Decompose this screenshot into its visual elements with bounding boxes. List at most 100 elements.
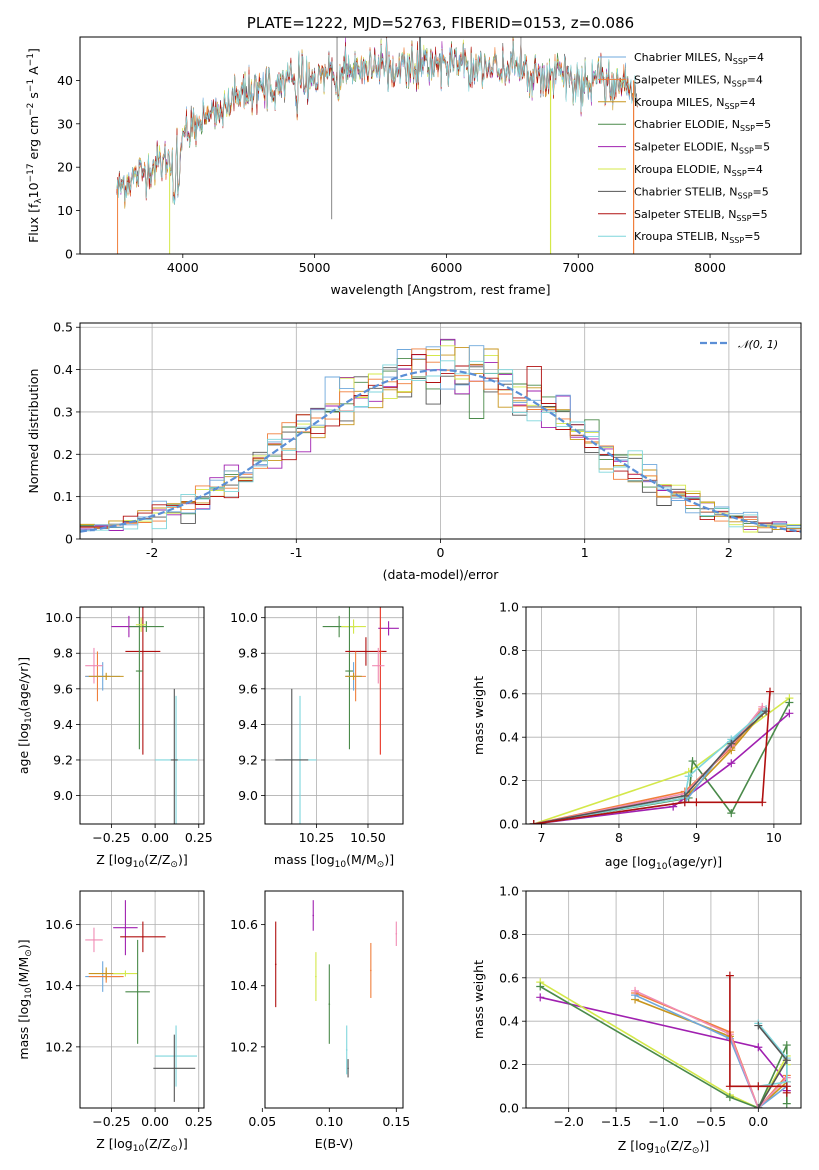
label-part: (M/M bbox=[16, 957, 31, 988]
data-point bbox=[315, 975, 317, 978]
data-point bbox=[124, 972, 127, 975]
x-axis-label: Z [log10(Z/Z⊙)] bbox=[618, 1138, 709, 1156]
axes-frame bbox=[264, 890, 404, 1109]
plus-marker bbox=[782, 1088, 791, 1097]
data-point bbox=[175, 1055, 177, 1057]
label-part: Kroupa ELODIE, N bbox=[634, 163, 732, 176]
label-part: )] bbox=[384, 852, 394, 867]
label-part: SSP bbox=[740, 124, 755, 133]
plus-marker bbox=[754, 1104, 763, 1108]
y-axis-label: mass [log10(M/M⊙)] bbox=[16, 939, 34, 1059]
data-point bbox=[145, 625, 148, 628]
label-part: (Z/Z bbox=[144, 1136, 170, 1151]
label-part: age [log bbox=[605, 854, 656, 869]
y-tick-label: 1.0 bbox=[499, 600, 519, 615]
data-point bbox=[105, 972, 107, 975]
axes-frame bbox=[79, 890, 205, 1109]
label-part: =4 bbox=[747, 73, 763, 86]
label-part: −2 bbox=[26, 103, 36, 116]
data-point bbox=[312, 914, 315, 917]
y-tick-label: 1.0 bbox=[499, 884, 519, 899]
gaussian-curve bbox=[80, 368, 801, 533]
label-part: mass [log bbox=[16, 999, 31, 1060]
y-tick-label: 10 bbox=[57, 203, 73, 218]
label-part: )] bbox=[699, 1138, 709, 1153]
label-part: erg cm bbox=[26, 116, 41, 164]
label-part: 10 bbox=[133, 1144, 145, 1154]
y-tick-label: 0.1 bbox=[53, 489, 73, 504]
y-tick-label: 0.2 bbox=[499, 1057, 519, 1072]
plus-marker bbox=[782, 1099, 791, 1108]
plus-marker bbox=[754, 1043, 763, 1052]
label-part: (M/M bbox=[346, 852, 377, 867]
label-part: =5 bbox=[755, 118, 771, 131]
y-tick-label: 0.6 bbox=[499, 686, 519, 701]
label-part: (Z/Z bbox=[144, 852, 170, 867]
plus-marker bbox=[725, 971, 734, 980]
x-tick-label: −1.5 bbox=[601, 1114, 631, 1129]
data-point bbox=[352, 675, 355, 678]
label-part: ⊙ bbox=[170, 1144, 178, 1154]
label-part: SSP bbox=[732, 79, 747, 88]
data-point bbox=[348, 670, 351, 672]
label-part: −17 bbox=[26, 163, 36, 182]
label-part: 10 bbox=[24, 987, 34, 999]
legend-entry: Kroupa STELIB, NSSP=5 bbox=[634, 230, 760, 245]
x-tick-label: 0.15 bbox=[382, 1114, 410, 1129]
y-tick-label: 10.4 bbox=[45, 978, 73, 993]
plus-marker bbox=[727, 759, 736, 768]
label-part: 10 bbox=[26, 182, 41, 198]
label-part: =5 bbox=[754, 141, 770, 154]
y-tick-label: 9.6 bbox=[53, 681, 73, 696]
label-part: mass [log bbox=[274, 852, 335, 867]
plot-area bbox=[85, 607, 198, 824]
legend-entry: Kroupa ELODIE, NSSP=4 bbox=[634, 163, 763, 178]
y-tick-label: 0.3 bbox=[53, 404, 73, 419]
plus-marker bbox=[758, 798, 767, 807]
x-tick-label: 10.25 bbox=[299, 830, 335, 845]
plus-marker bbox=[688, 757, 697, 766]
y-axis-label: Normed distribution bbox=[26, 369, 41, 494]
data-point bbox=[173, 1067, 176, 1070]
data-point bbox=[387, 627, 390, 630]
y-tick-label: 0.4 bbox=[499, 1014, 519, 1029]
x-tick-label: -1 bbox=[290, 545, 302, 560]
x-tick-label: −2.0 bbox=[553, 1114, 583, 1129]
histogram-kroupa_stelib bbox=[80, 360, 801, 539]
y-tick-label: 9.8 bbox=[238, 646, 258, 661]
chart-spectrum: 4000 5000 6000 7000 8000 0 10 20 30 40 PLATE=1222,… bbox=[26, 14, 802, 297]
axes-frame bbox=[79, 606, 205, 825]
y-tick-label: 0.2 bbox=[53, 447, 73, 462]
plus-marker bbox=[782, 1041, 791, 1050]
y-tick-label: 0.0 bbox=[499, 817, 519, 832]
data-point bbox=[370, 969, 372, 972]
label-part: 10 bbox=[656, 862, 668, 872]
plus-marker bbox=[785, 709, 794, 718]
label-part: (age/yr)] bbox=[16, 657, 31, 712]
label-part: −1 bbox=[26, 53, 36, 66]
data-point bbox=[138, 670, 141, 672]
y-tick-label: 9.4 bbox=[238, 717, 258, 732]
chart-residuals: -2 -1 0 1 2 0 0.1 0.2 0.3 0.4 0.5 (data-model)/erro… bbox=[26, 320, 802, 582]
label-part: −1 bbox=[26, 79, 36, 92]
label-part: =5 bbox=[753, 185, 769, 198]
label-part: ⊙ bbox=[24, 949, 34, 957]
plus-marker bbox=[631, 986, 640, 995]
x-tick-label: −0.25 bbox=[92, 830, 130, 845]
label-part: =5 bbox=[744, 230, 760, 243]
axes-frame bbox=[264, 606, 404, 825]
label-part: Kroupa STELIB, N bbox=[634, 230, 729, 243]
label-part: ] bbox=[26, 48, 41, 53]
x-tick-label: 0.25 bbox=[185, 830, 213, 845]
x-axis-label: (data-model)/error bbox=[383, 567, 500, 582]
label-part: SSP bbox=[724, 102, 739, 111]
label-part: =4 bbox=[739, 96, 755, 109]
chart-title: PLATE=1222, MJD=52763, FIBERID=0153, z=0… bbox=[247, 14, 634, 32]
weight-line-chabrier_stelib bbox=[533, 710, 767, 824]
data-point bbox=[142, 650, 144, 653]
label-part: s bbox=[26, 92, 41, 103]
label-part: 10 bbox=[24, 711, 34, 723]
